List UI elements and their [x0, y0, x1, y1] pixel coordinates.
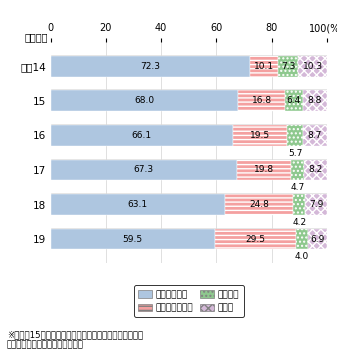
Bar — [250, 56, 278, 77]
Bar — [233, 125, 287, 146]
Bar — [291, 160, 304, 180]
Text: ※　平成15年度までは、改正前の電気通信事業法に基づ
　く第一種電気通信事業の売上高: ※ 平成15年度までは、改正前の電気通信事業法に基づ く第一種電気通信事業の売上… — [7, 330, 143, 349]
Bar — [287, 125, 303, 146]
Text: 16.8: 16.8 — [252, 97, 272, 105]
Bar — [285, 91, 303, 111]
Bar — [299, 56, 327, 77]
Legend: 音声伝送役務, データ伝送役務, 専用役務, その他: 音声伝送役務, データ伝送役務, 専用役務, その他 — [134, 285, 244, 317]
Bar — [294, 194, 305, 215]
Bar — [51, 56, 250, 77]
Text: 63.1: 63.1 — [128, 200, 148, 209]
Text: 8.8: 8.8 — [308, 97, 322, 105]
Bar — [51, 229, 215, 250]
Text: 19.5: 19.5 — [250, 131, 270, 140]
Bar — [215, 229, 297, 250]
Text: 67.3: 67.3 — [133, 165, 154, 174]
Text: 8.7: 8.7 — [308, 131, 322, 140]
Text: 8.2: 8.2 — [308, 165, 323, 174]
Text: 10.3: 10.3 — [303, 62, 323, 71]
Bar — [51, 194, 225, 215]
Text: 4.7: 4.7 — [290, 183, 305, 192]
Text: 6.4: 6.4 — [286, 97, 301, 105]
Bar — [303, 125, 327, 146]
Bar — [51, 125, 233, 146]
Text: 59.5: 59.5 — [123, 234, 143, 244]
Bar — [239, 91, 285, 111]
Text: （年度）: （年度） — [24, 32, 48, 42]
Bar — [297, 229, 308, 250]
Bar — [278, 56, 299, 77]
Text: 24.8: 24.8 — [249, 200, 269, 209]
Bar — [225, 194, 294, 215]
Text: 72.3: 72.3 — [141, 62, 160, 71]
Text: 10.1: 10.1 — [254, 62, 274, 71]
Bar — [51, 91, 239, 111]
Bar — [303, 91, 327, 111]
Text: 7.9: 7.9 — [309, 200, 323, 209]
Text: 4.2: 4.2 — [292, 218, 306, 227]
Text: 68.0: 68.0 — [134, 97, 155, 105]
Bar — [305, 194, 327, 215]
Bar — [51, 160, 237, 180]
Text: 4.0: 4.0 — [295, 252, 309, 261]
Text: 5.7: 5.7 — [288, 148, 302, 158]
Text: 66.1: 66.1 — [132, 131, 152, 140]
Text: 6.9: 6.9 — [310, 234, 324, 244]
Text: 29.5: 29.5 — [246, 234, 266, 244]
Bar — [237, 160, 291, 180]
Text: 7.3: 7.3 — [281, 62, 296, 71]
Bar — [304, 160, 327, 180]
Text: 19.8: 19.8 — [254, 165, 274, 174]
Bar — [308, 229, 327, 250]
